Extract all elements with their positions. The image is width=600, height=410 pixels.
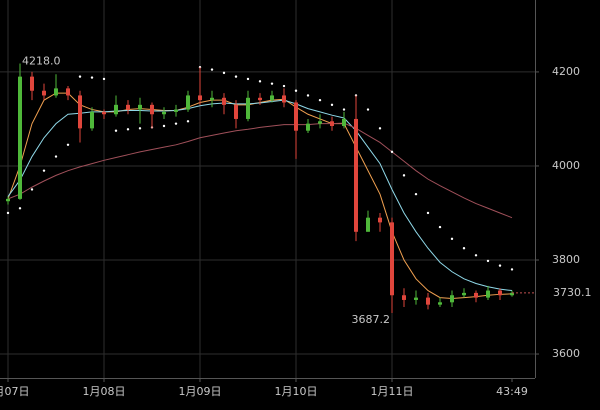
sar-dot bbox=[6, 211, 10, 215]
y-tick-label: 4200 bbox=[552, 65, 580, 78]
candle-body bbox=[126, 104, 130, 110]
candle-body bbox=[282, 95, 286, 103]
sar-dot bbox=[246, 77, 250, 81]
candle-body bbox=[150, 104, 154, 115]
sar-dot bbox=[474, 254, 478, 257]
sar-dot bbox=[174, 122, 178, 125]
y-tick-label: 3800 bbox=[552, 253, 580, 266]
sar-dot bbox=[438, 225, 442, 229]
x-tick-label: 1月09日 bbox=[179, 385, 222, 398]
sar-dot bbox=[210, 68, 214, 71]
y-tick-label: 4000 bbox=[552, 159, 580, 172]
candle-body bbox=[174, 109, 178, 112]
sar-dot bbox=[114, 129, 118, 132]
candle-body bbox=[162, 111, 166, 115]
sar-dot bbox=[90, 76, 94, 79]
candle-body bbox=[510, 292, 514, 296]
sar-dot bbox=[102, 77, 106, 81]
sar-dot bbox=[366, 108, 370, 111]
candle-body bbox=[54, 88, 58, 96]
candle-body bbox=[30, 76, 34, 91]
sar-dot bbox=[510, 268, 514, 271]
indicator-line bbox=[7, 122, 513, 219]
sar-dot bbox=[498, 264, 502, 267]
x-tick-label: 43:49 bbox=[496, 385, 528, 398]
x-tick-label: 1月08日 bbox=[83, 385, 126, 398]
candle-body bbox=[6, 198, 10, 202]
sar-dot bbox=[486, 259, 490, 263]
sar-dot bbox=[42, 169, 46, 172]
sar-dot bbox=[258, 80, 262, 83]
candle-body bbox=[426, 297, 430, 305]
candle-body bbox=[270, 95, 274, 101]
sar-dot bbox=[426, 211, 430, 215]
y-tick-label: 3600 bbox=[552, 347, 580, 360]
candle-body bbox=[474, 292, 478, 298]
sar-dot bbox=[462, 247, 466, 250]
sar-dot bbox=[402, 174, 406, 177]
last-price-label: 3730.1 bbox=[553, 286, 592, 299]
sar-dot bbox=[54, 155, 58, 158]
sar-dot bbox=[126, 128, 130, 131]
candle-body bbox=[498, 290, 502, 296]
candle-body bbox=[438, 302, 442, 305]
candle-body bbox=[258, 97, 262, 101]
candle-body bbox=[462, 292, 466, 296]
candle-body bbox=[114, 104, 118, 115]
sar-dot bbox=[282, 84, 286, 88]
candle-body bbox=[486, 290, 490, 298]
candle-body bbox=[90, 111, 94, 129]
sar-dot bbox=[270, 82, 274, 85]
candle-body bbox=[378, 217, 382, 223]
candle-body bbox=[414, 297, 418, 300]
sar-dot bbox=[450, 237, 454, 241]
candle-body bbox=[330, 121, 334, 126]
sar-dot bbox=[414, 192, 418, 196]
candle-body bbox=[342, 118, 346, 126]
candle-body bbox=[306, 123, 310, 131]
candle-body bbox=[222, 97, 226, 105]
candle-body bbox=[294, 102, 298, 131]
sar-dot bbox=[318, 98, 322, 102]
sar-dot bbox=[222, 71, 226, 75]
sar-dot bbox=[18, 207, 22, 210]
candle-body bbox=[138, 104, 142, 110]
candle-body bbox=[186, 95, 190, 110]
candle-body bbox=[66, 88, 70, 96]
candle-body bbox=[78, 95, 82, 129]
sar-dot bbox=[66, 143, 70, 147]
sar-dot bbox=[78, 75, 82, 78]
candle-body bbox=[402, 295, 406, 300]
x-tick-label: 1月11日 bbox=[371, 385, 414, 398]
sar-dot bbox=[186, 120, 190, 123]
candle-body bbox=[354, 118, 358, 232]
sar-dot bbox=[162, 124, 166, 128]
high-label: 4218.0 bbox=[22, 54, 61, 67]
sar-dot bbox=[342, 108, 346, 111]
candle-body bbox=[366, 217, 370, 232]
candle-body bbox=[246, 97, 250, 119]
candle-body bbox=[18, 76, 22, 199]
x-tick-label: 1月10日 bbox=[275, 385, 318, 398]
candle-body bbox=[210, 97, 214, 101]
candle-body bbox=[102, 111, 106, 115]
candle-body bbox=[234, 104, 238, 119]
low-label: 3687.2 bbox=[352, 313, 391, 326]
candle-body bbox=[390, 222, 394, 296]
sar-dot bbox=[378, 127, 382, 130]
candle-body bbox=[318, 121, 322, 124]
sar-dot bbox=[30, 188, 34, 191]
x-tick-label: 1月07日 bbox=[0, 385, 30, 398]
sar-dot bbox=[138, 127, 142, 130]
candle-body bbox=[450, 295, 454, 303]
sar-dot bbox=[390, 150, 394, 154]
sar-dot bbox=[294, 89, 298, 92]
sar-dot bbox=[306, 94, 310, 97]
sar-dot bbox=[330, 103, 334, 107]
candle-body bbox=[42, 90, 46, 96]
sar-dot bbox=[234, 75, 238, 78]
candle-body bbox=[198, 95, 202, 101]
